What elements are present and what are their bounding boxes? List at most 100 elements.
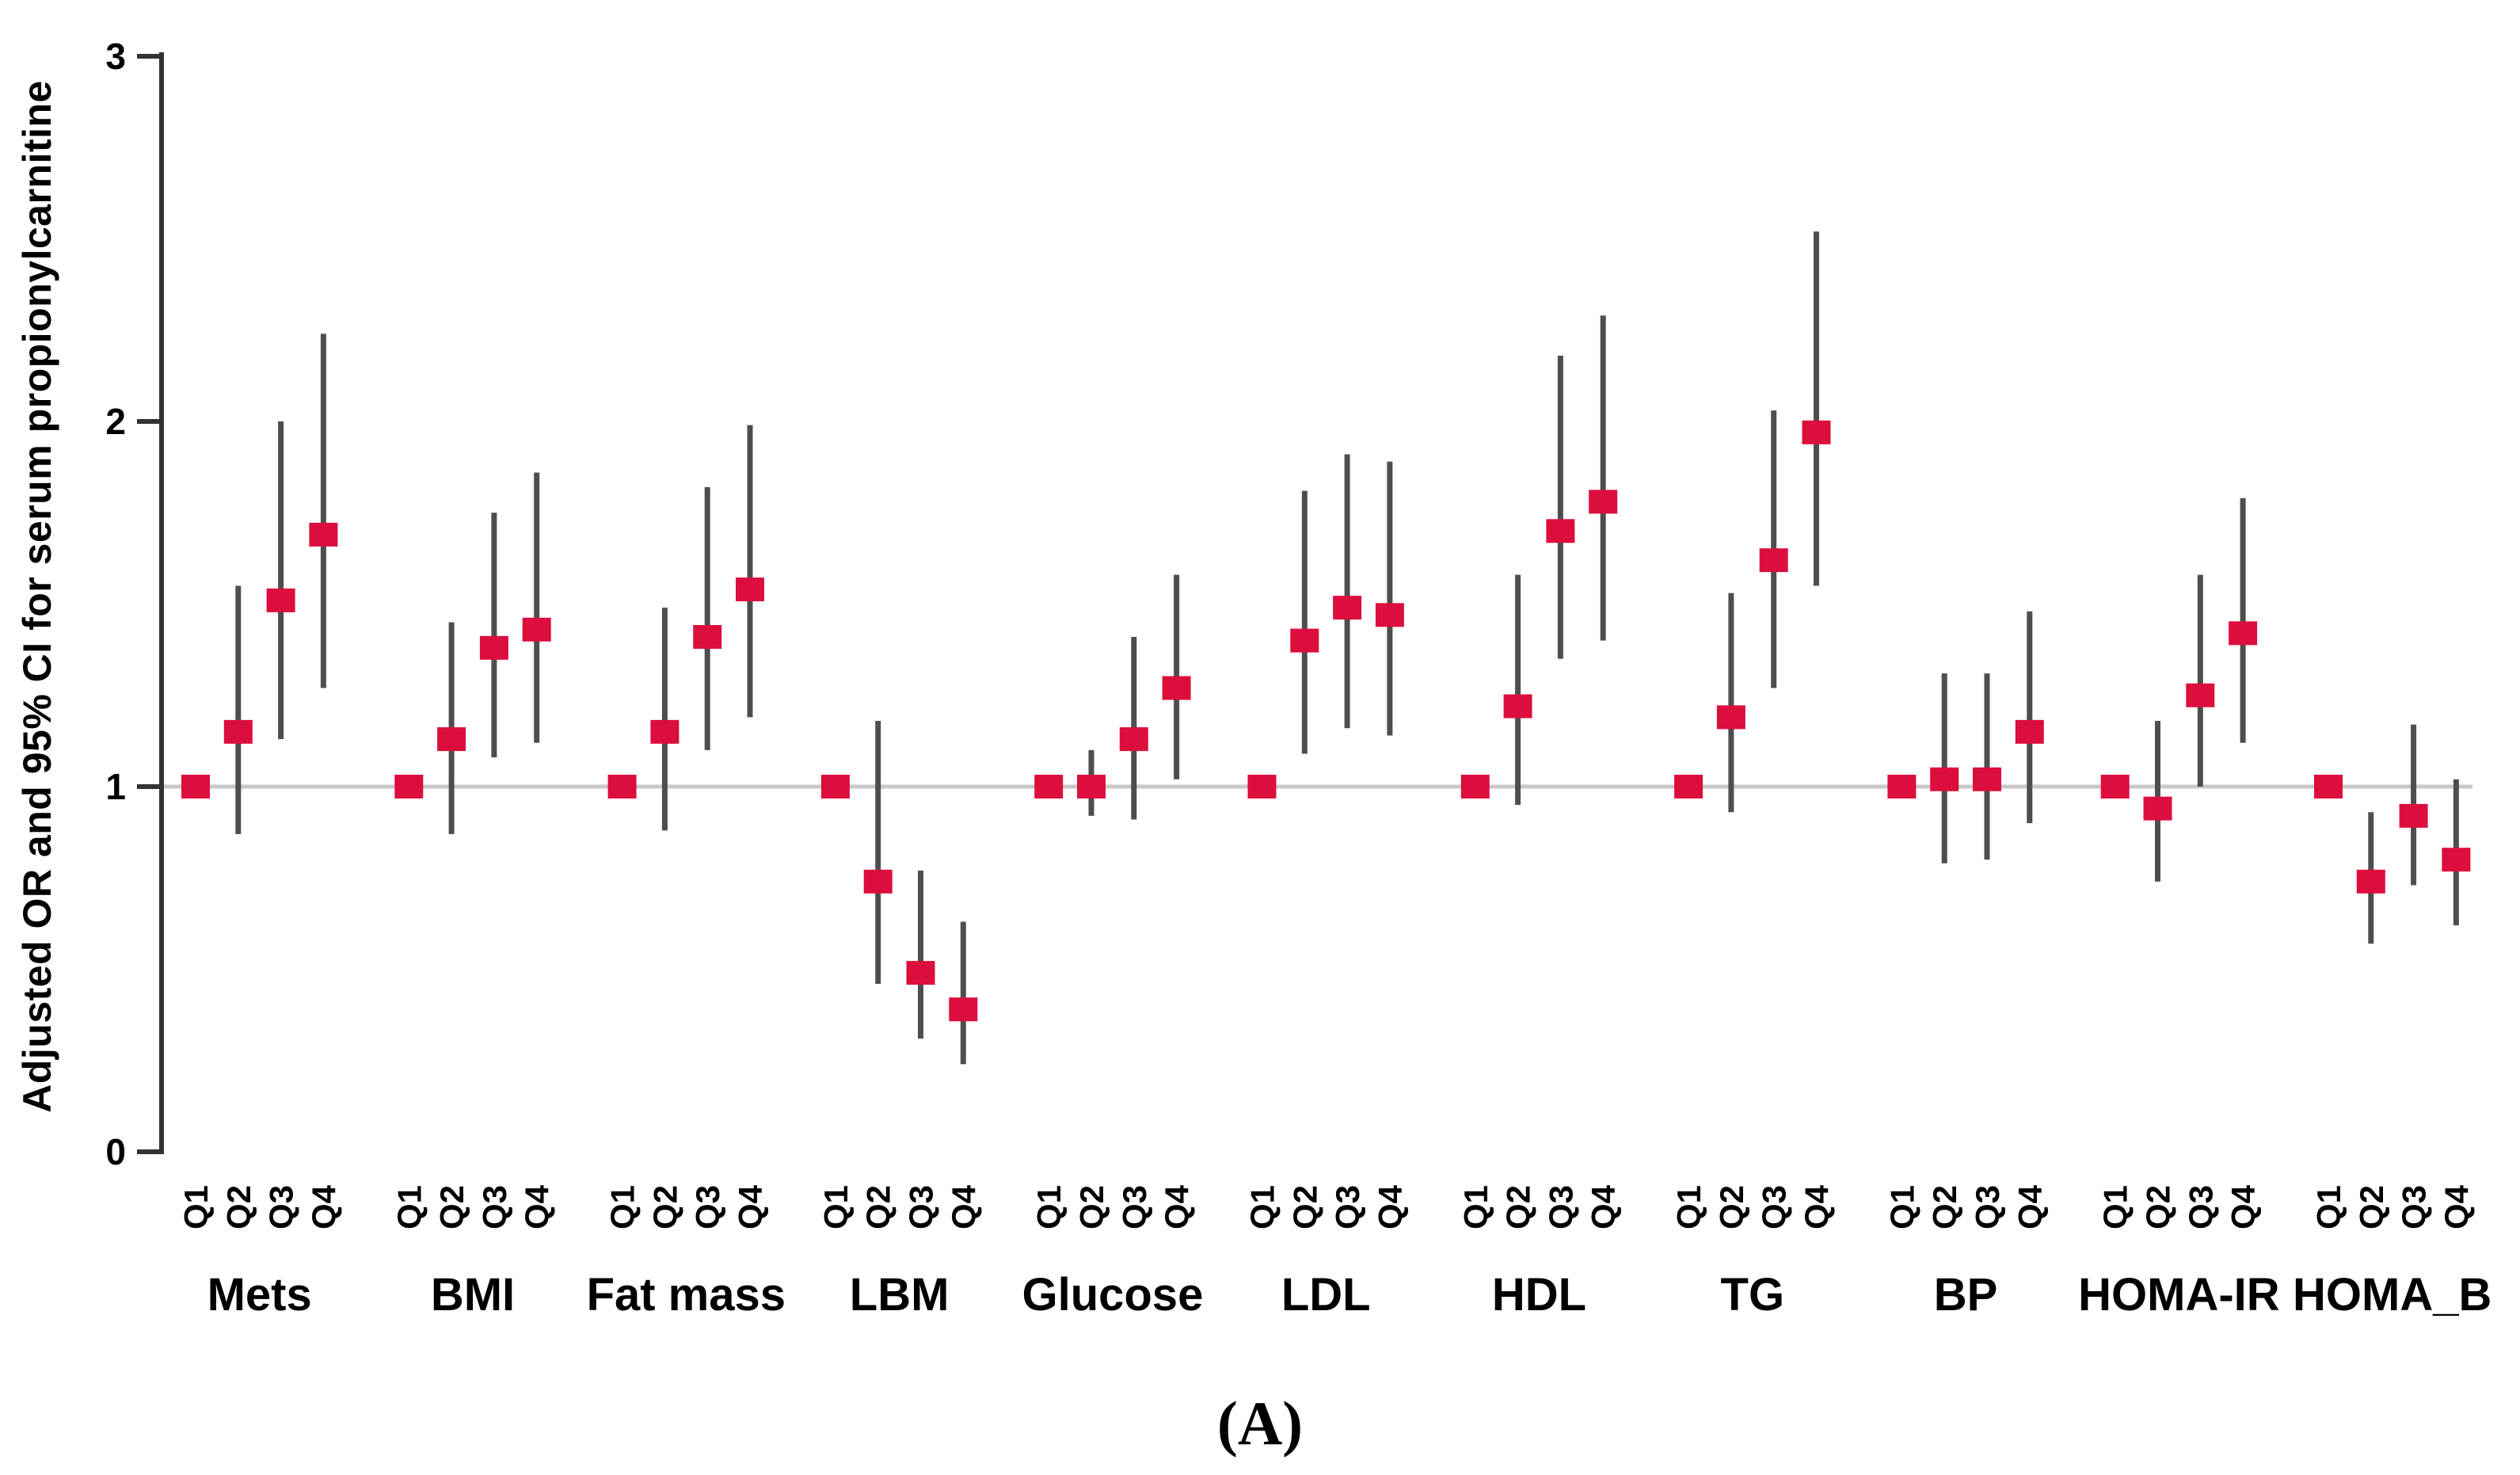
y-tick-label: 1 (105, 766, 126, 807)
quartile-tick-label: Q3 (689, 1185, 726, 1229)
or-marker (2143, 796, 2172, 821)
ci-whisker (2240, 497, 2246, 743)
group-label: Glucose (1022, 1269, 1203, 1321)
quartile-tick-label: Q1 (390, 1185, 428, 1229)
quartile-tick-label: Q3 (903, 1185, 940, 1229)
or-marker (479, 635, 508, 660)
or-marker (949, 997, 978, 1022)
quartile-tick-label: Q3 (2182, 1185, 2219, 1229)
y-axis-tick (137, 54, 159, 59)
or-marker (2399, 803, 2428, 828)
group-label: LDL (1281, 1269, 1371, 1321)
quartile-tick-label: Q2 (1926, 1185, 1963, 1229)
quartile-tick-label: Q4 (732, 1184, 769, 1229)
quartile-tick-label: Q4 (2225, 1184, 2262, 1229)
or-marker (820, 775, 850, 798)
or-marker (2356, 869, 2385, 894)
quartile-tick-label: Q3 (1116, 1185, 1153, 1229)
quartile-tick-label: Q3 (476, 1185, 513, 1229)
ci-whisker (875, 721, 881, 984)
ci-whisker (2027, 611, 2033, 824)
or-marker (1503, 694, 1532, 718)
quartile-tick-label: Q4 (1372, 1184, 1409, 1229)
or-marker (1930, 767, 1959, 791)
or-marker (2186, 683, 2215, 707)
y-axis-tick (137, 784, 159, 789)
or-marker (607, 775, 637, 798)
group-label: Fat mass (587, 1269, 786, 1321)
quartile-tick-label: Q2 (220, 1185, 257, 1229)
quartile-tick-label: Q1 (1457, 1185, 1494, 1229)
or-marker (1887, 775, 1917, 798)
or-marker (522, 617, 551, 642)
group-label: HOMA_B (2293, 1269, 2491, 1321)
quartile-tick-label: Q2 (2140, 1185, 2177, 1229)
quartile-tick-label: Q2 (1500, 1185, 1537, 1229)
group-label: HDL (1492, 1269, 1586, 1321)
or-marker (1162, 676, 1191, 700)
or-marker (693, 624, 722, 649)
or-marker (736, 577, 764, 602)
ci-whisker (960, 921, 966, 1065)
or-marker (181, 775, 210, 798)
or-marker (906, 961, 935, 985)
or-marker (1546, 519, 1575, 543)
or-marker (1716, 705, 1745, 730)
reference-line-or1 (162, 784, 2472, 789)
ci-whisker (1515, 574, 1521, 806)
or-marker (1759, 548, 1788, 573)
or-marker (1973, 767, 2001, 791)
quartile-tick-label: Q4 (305, 1184, 342, 1229)
ci-whisker (491, 513, 497, 758)
ci-whisker (918, 871, 923, 1039)
or-marker (2314, 775, 2343, 798)
figure-caption: (A) (1216, 1389, 1304, 1458)
ci-whisker (1301, 490, 1308, 754)
or-marker (437, 727, 466, 752)
ci-whisker (1728, 593, 1734, 813)
quartile-tick-label: Q1 (817, 1185, 855, 1229)
ci-whisker (534, 472, 540, 743)
ci-whisker (320, 333, 326, 688)
quartile-tick-label: Q1 (1244, 1185, 1281, 1229)
ci-whisker (1814, 231, 1819, 586)
y-tick-label: 3 (105, 36, 126, 77)
ci-whisker (747, 425, 753, 718)
ci-whisker (704, 486, 710, 750)
or-marker (2442, 848, 2471, 872)
quartile-tick-label: Q2 (1713, 1185, 1750, 1229)
quartile-tick-label: Q2 (2353, 1185, 2390, 1229)
ci-whisker (1387, 461, 1393, 736)
or-marker (1077, 775, 1106, 798)
group-label: Mets (207, 1269, 312, 1321)
group-label: TG (1721, 1269, 1785, 1321)
quartile-tick-label: Q1 (1030, 1185, 1068, 1229)
ci-whisker (2197, 574, 2203, 787)
or-marker (1674, 775, 1703, 798)
quartile-tick-label: Q4 (1159, 1184, 1196, 1229)
quartile-tick-label: Q2 (860, 1185, 897, 1229)
group-label: BMI (431, 1269, 515, 1321)
quartile-tick-label: Q1 (177, 1185, 215, 1229)
or-marker (1034, 775, 1064, 798)
ci-whisker (661, 608, 668, 831)
group-label: HOMA-IR (2078, 1269, 2280, 1321)
quartile-tick-label: Q3 (2396, 1185, 2433, 1229)
quartile-tick-label: Q2 (646, 1185, 683, 1229)
y-axis-tick (137, 1149, 159, 1154)
or-marker (2229, 621, 2258, 646)
or-marker (2100, 775, 2130, 798)
quartile-tick-label: Q3 (1969, 1185, 2006, 1229)
ci-whisker (1344, 454, 1350, 729)
or-marker (223, 719, 253, 744)
quartile-tick-label: Q3 (263, 1185, 300, 1229)
group-label: LBM (850, 1269, 950, 1321)
ci-whisker (1600, 315, 1606, 641)
quartile-tick-label: Q4 (2438, 1184, 2475, 1229)
quartile-tick-label: Q1 (1883, 1185, 1920, 1229)
y-tick-label: 2 (105, 401, 126, 442)
or-marker (1375, 603, 1404, 627)
quartile-tick-label: Q3 (1756, 1185, 1793, 1229)
or-marker (394, 775, 424, 798)
